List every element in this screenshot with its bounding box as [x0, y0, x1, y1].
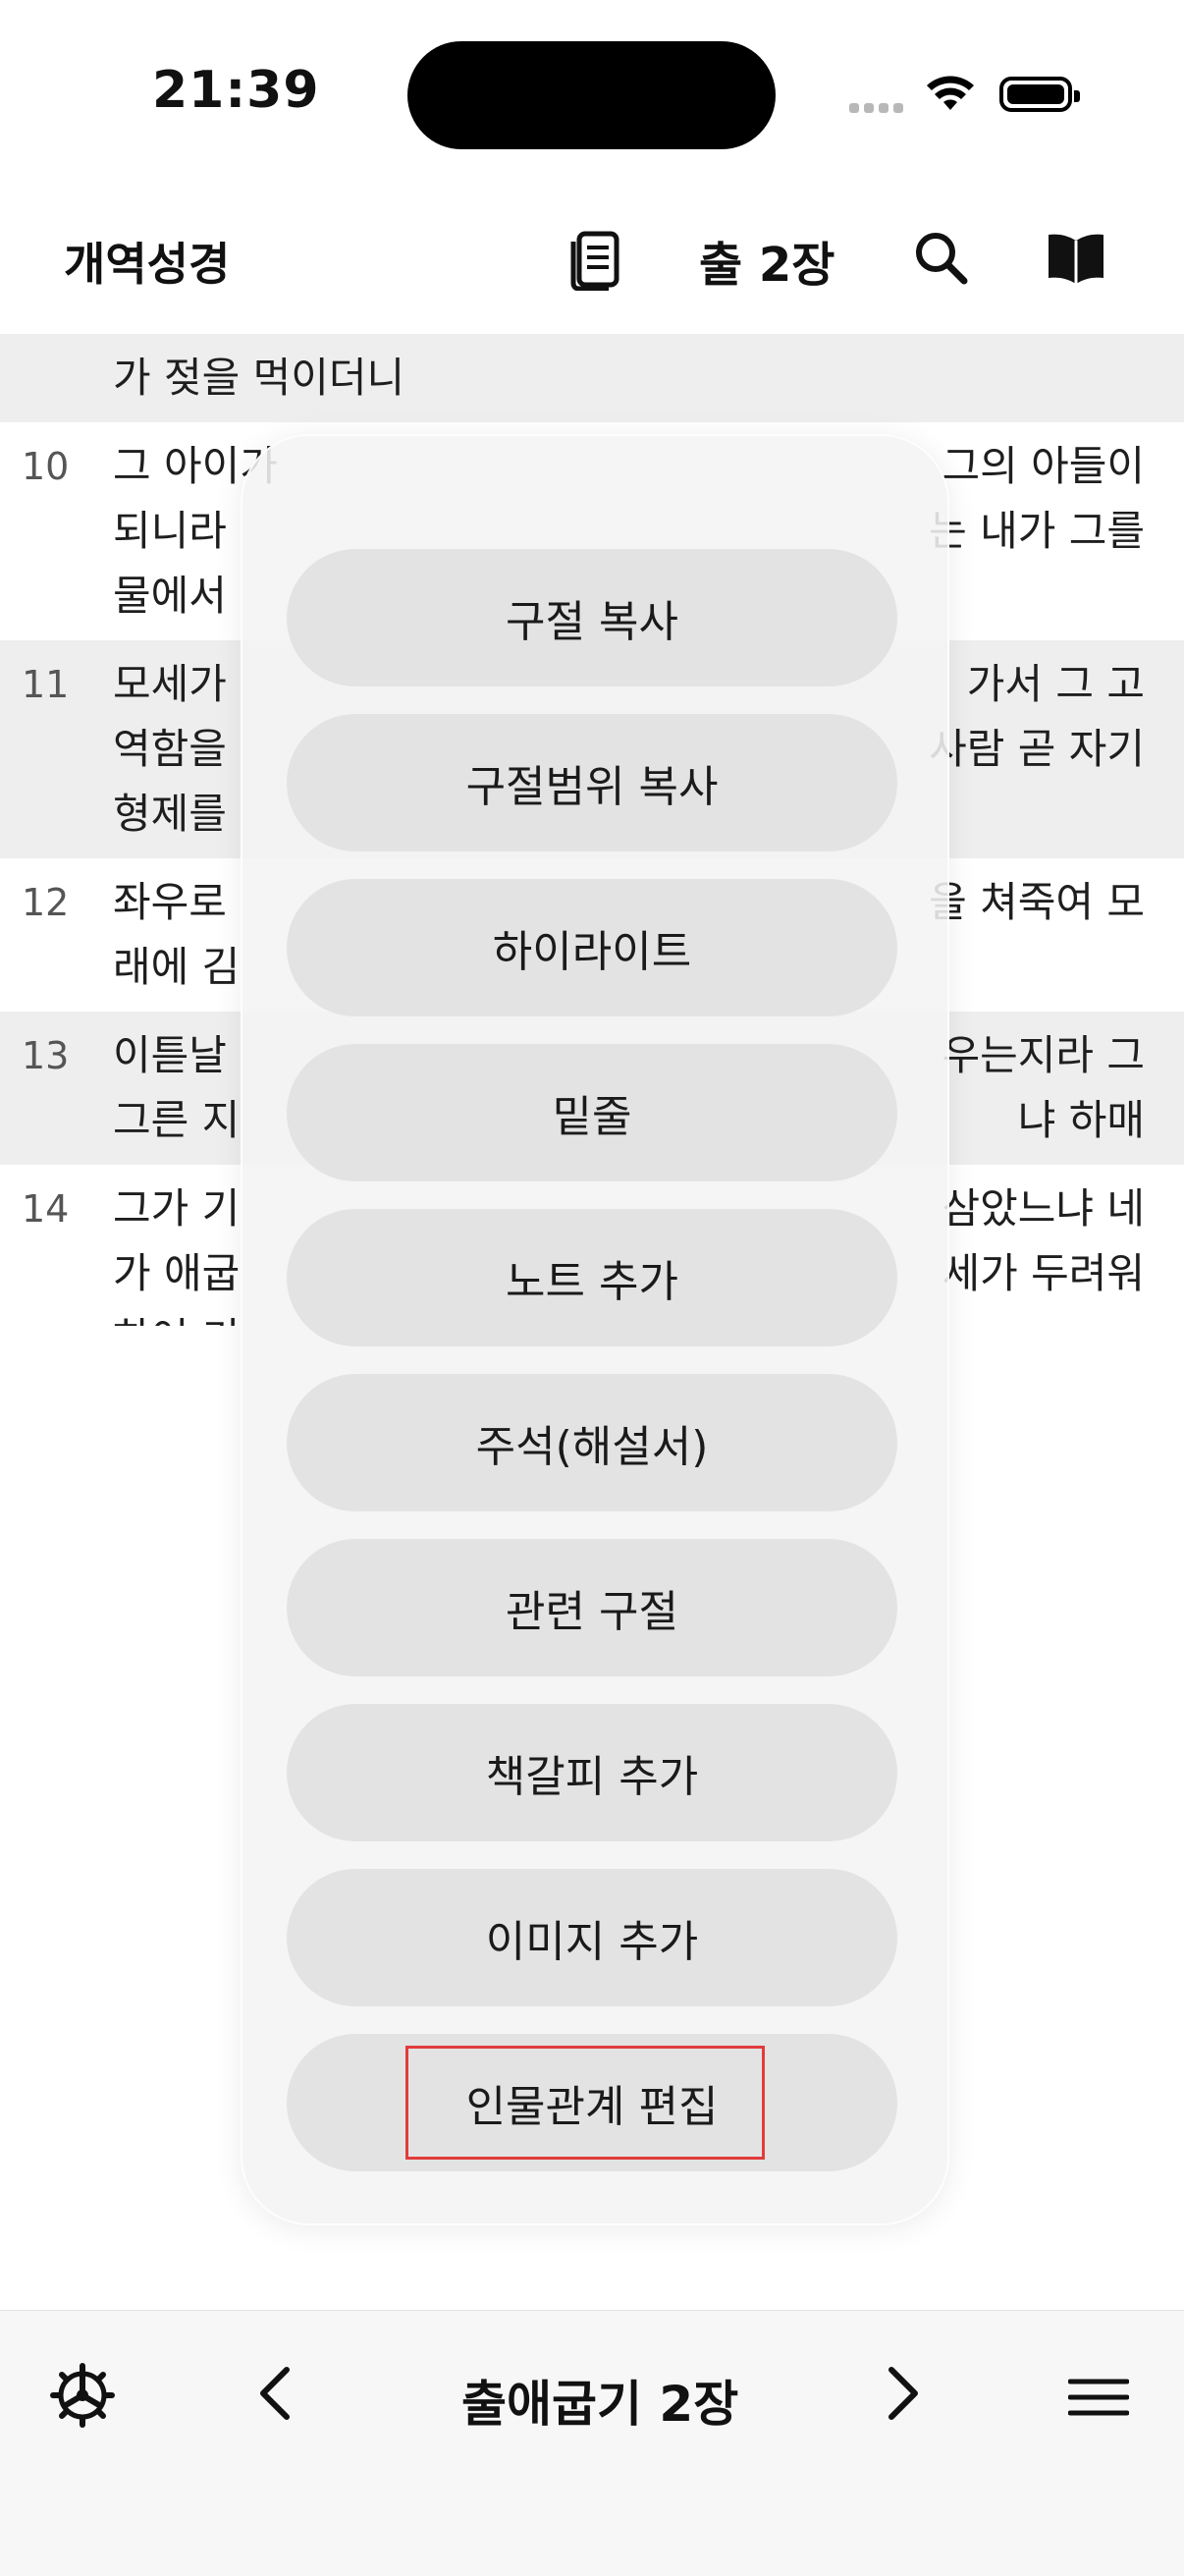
verse-row[interactable]: 10 그 아이가 그의 아들이 되니라 는 내가 그를 물에서 [0, 422, 1184, 640]
commentary-button[interactable]: 주석(해설서) [287, 1374, 897, 1511]
verse-line-start: 그가 기 [113, 1184, 241, 1233]
verse-line-start: 가 애굽 [113, 1249, 241, 1297]
add-note-button[interactable]: 노트 추가 [287, 1209, 897, 1346]
verse-number: 10 [22, 445, 70, 488]
verse-row[interactable]: 14 그가 기 삼았느냐 네 가 애굽 세가 두려워 하여 기 [0, 1165, 1184, 1326]
copy-verse-button[interactable]: 구절 복사 [287, 549, 897, 686]
verse-line-end: 우는지라 그 [942, 1031, 1145, 1079]
verse-line-end: 삼았느냐 네 [942, 1184, 1145, 1233]
verse-line-start: 물에서 [113, 572, 227, 620]
verse-line: 되니라 는 내가 그를 [113, 499, 1164, 564]
notes-icon[interactable] [569, 228, 624, 291]
app-title[interactable]: 개역성경 [64, 238, 231, 291]
chapter-selector[interactable]: 출 2장 [699, 238, 835, 293]
prev-chapter-icon[interactable] [253, 2362, 296, 2425]
add-bookmark-button[interactable]: 책갈피 추가 [287, 1704, 897, 1841]
battery-icon [999, 77, 1080, 112]
verse-line-end: 는 내가 그를 [929, 507, 1145, 555]
verse-row[interactable]: 가 젖을 먹이더니 [0, 334, 1184, 422]
verse-line-start: 이튿날 [113, 1031, 227, 1079]
search-icon[interactable] [911, 228, 970, 287]
verse-number: 14 [22, 1187, 70, 1231]
verse-line-start: 모세가 [113, 660, 227, 708]
wifi-icon [927, 76, 974, 110]
dynamic-island [407, 41, 776, 149]
next-chapter-icon[interactable] [882, 2362, 925, 2425]
verse-row[interactable]: 12 좌우로 을 쳐죽여 모 래에 김 [0, 858, 1184, 1012]
verse-line-start: 그른 지 [113, 1096, 241, 1144]
verse-line-end: 세가 두려워 [942, 1249, 1145, 1297]
verse-line-start: 좌우로 [113, 878, 227, 926]
bottom-toolbar: 출애굽기 2장 [0, 2310, 1184, 2576]
verse-number: 12 [22, 881, 70, 924]
verse-line-end: 사람 곧 자기 [929, 725, 1145, 773]
verse-line-start: 형제를 [113, 790, 227, 838]
book-chapter-title[interactable]: 출애굽기 2장 [461, 2376, 739, 2433]
verse-line-end: 가서 그 고 [966, 660, 1145, 708]
selection-highlight-box [405, 2046, 765, 2160]
status-bar: 21:39 [0, 0, 1184, 196]
status-time: 21:39 [152, 61, 320, 120]
verse-line-end: 을 쳐죽여 모 [929, 878, 1145, 926]
verse-line-start: 래에 김 [113, 943, 241, 991]
top-navigation-bar: 개역성경 출 2장 [0, 196, 1184, 334]
add-image-button[interactable]: 이미지 추가 [287, 1869, 897, 2006]
copy-verse-range-button[interactable]: 구절범위 복사 [287, 714, 897, 851]
underline-button[interactable]: 밑줄 [287, 1044, 897, 1181]
settings-icon[interactable] [49, 2362, 116, 2429]
verse-line: 물에서 [113, 564, 1164, 629]
book-icon[interactable] [1045, 231, 1107, 286]
verse-number: 13 [22, 1034, 70, 1077]
cellular-signal-icon [849, 98, 908, 117]
verse-line-start: 하여 기 [113, 1314, 240, 1326]
verse-line-end: 그의 아들이 [942, 442, 1145, 490]
edit-character-relations-button[interactable]: 인물관계 편집 [287, 2034, 897, 2171]
highlight-button[interactable]: 하이라이트 [287, 879, 897, 1016]
related-verses-button[interactable]: 관련 구절 [287, 1539, 897, 1676]
menu-icon[interactable] [1068, 2378, 1129, 2417]
verse-line-start: 되니라 [113, 507, 227, 555]
verse-number: 11 [22, 663, 70, 706]
verse-line-start: 역함을 [113, 725, 227, 773]
verse-line-end: 냐 하매 [1017, 1096, 1145, 1144]
verse-text: 가 젖을 먹이더니 [113, 354, 405, 402]
